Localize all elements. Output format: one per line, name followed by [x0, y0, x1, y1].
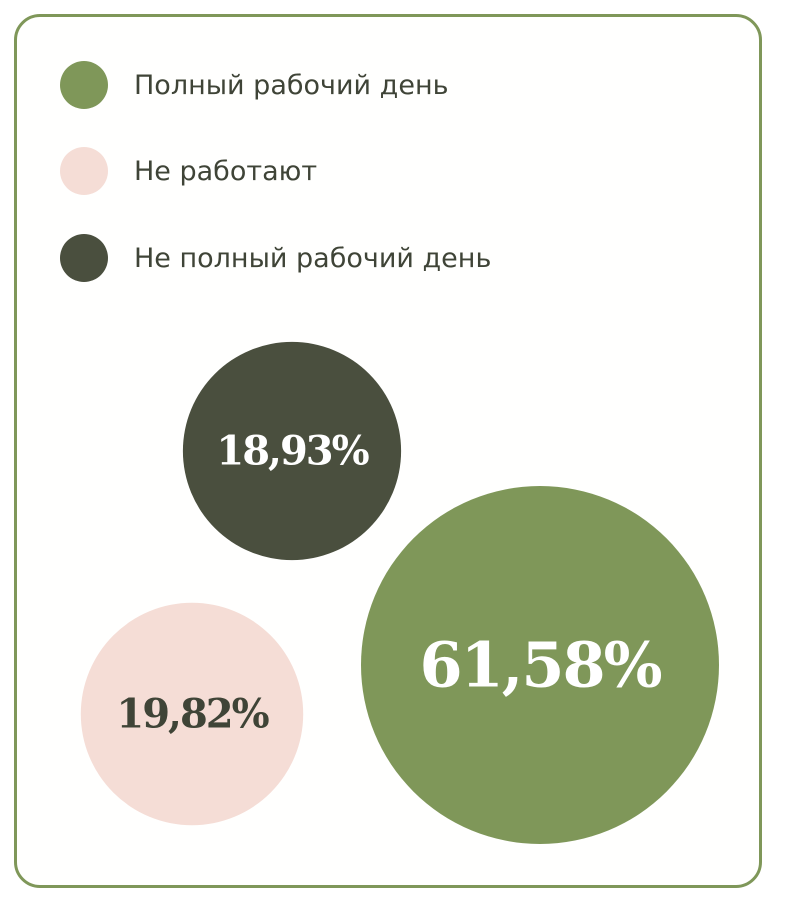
legend-item-part-time: Не полный рабочий день: [60, 233, 491, 283]
bubble-label-full-time: 61,58%: [419, 629, 661, 702]
legend-swatch-part-time: [60, 234, 108, 282]
bubble-label-part-time: 18,93%: [216, 428, 369, 475]
bubble-full-time: [361, 486, 719, 844]
bubble-not-working: [80, 602, 304, 826]
legend-swatch-full-time: [60, 61, 108, 109]
legend-label-full-time: Полный рабочий день: [134, 69, 449, 101]
legend-label-not-working: Не работают: [134, 155, 318, 187]
legend-item-full-time: Полный рабочий день: [60, 60, 449, 110]
legend-swatch-not-working: [60, 147, 108, 195]
legend-label-part-time: Не полный рабочий день: [134, 242, 492, 274]
bubble-part-time: [182, 341, 402, 561]
legend-item-not-working: Не работают: [60, 146, 317, 196]
bubble-label-not-working: 19,82%: [116, 691, 269, 738]
